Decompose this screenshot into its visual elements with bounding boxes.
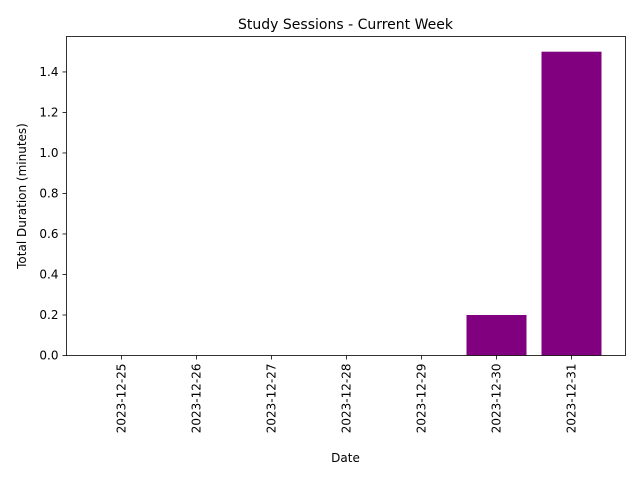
x-tick-label: 2023-12-31 [565, 364, 579, 434]
x-tick-label: 2023-12-30 [490, 364, 504, 434]
y-axis-title: Total Duration (minutes) [15, 123, 29, 270]
bar-2023-12-30 [466, 314, 527, 356]
x-tick-label: 2023-12-28 [340, 364, 354, 434]
y-tick-label: 0.2 [39, 308, 58, 322]
bars-group [466, 51, 602, 356]
bar-2023-12-31 [541, 51, 602, 356]
y-tick-label: 1.4 [39, 65, 58, 79]
y-tick-label: 0.8 [39, 186, 58, 200]
y-tick-label: 0.6 [39, 227, 58, 241]
y-tick-label: 1.0 [39, 146, 58, 160]
y-tick-label: 0.0 [39, 349, 58, 363]
x-axis-title: Date [331, 451, 360, 465]
plot-frame [66, 36, 626, 356]
x-tick-label: 2023-12-26 [190, 364, 204, 434]
x-axis: 2023-12-25 2023-12-26 2023-12-27 2023-12-28… [115, 355, 579, 434]
y-tick-label: 1.2 [39, 105, 58, 119]
x-tick-label: 2023-12-29 [415, 364, 429, 434]
y-tick-label: 0.4 [39, 267, 58, 281]
x-tick-label: 2023-12-27 [265, 364, 279, 434]
y-axis: 0.0 0.2 0.4 0.6 0.8 1.0 1.2 1.4 [39, 65, 67, 363]
chart-title: Study Sessions - Current Week [238, 17, 454, 33]
x-tick-label: 2023-12-25 [115, 364, 129, 434]
